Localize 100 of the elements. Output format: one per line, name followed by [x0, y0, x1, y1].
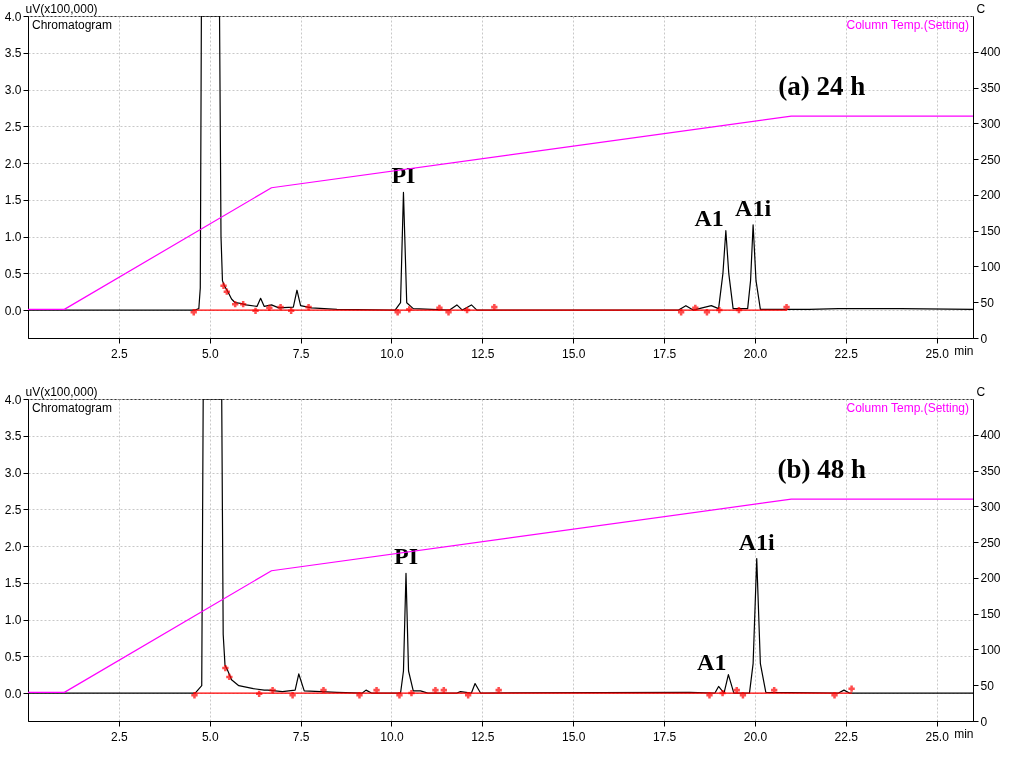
- y2-tick-label: 200: [980, 571, 1001, 586]
- y-tick-label: 0.5: [4, 649, 22, 664]
- y-tick-label: 2.5: [4, 502, 22, 517]
- y2-tick-label: 350: [980, 464, 1001, 479]
- y-tick-label: 4.0: [4, 9, 22, 24]
- point: [190, 309, 197, 316]
- y-axis-title: uV(x100,000): [25, 1, 98, 16]
- point: [703, 309, 711, 316]
- point: [269, 686, 276, 694]
- y2-axis-title: C: [976, 384, 986, 399]
- annotation: A1: [697, 648, 727, 675]
- x-tick-label: 12.5: [471, 346, 495, 361]
- x-tick-label: 5.0: [201, 346, 219, 361]
- point: [222, 664, 229, 672]
- y2-tick-label: 100: [980, 259, 1001, 274]
- point: [396, 692, 403, 699]
- point: [226, 673, 233, 681]
- x-axis-title: min: [954, 726, 974, 741]
- point: [191, 692, 198, 699]
- y-tick-label: 3.0: [4, 83, 22, 98]
- x-tick-label: 2.5: [111, 346, 129, 361]
- x-tick-label: 22.5: [834, 729, 859, 744]
- x-tick-label: 15.0: [562, 729, 586, 744]
- x-tick-label: 25.0: [925, 346, 950, 361]
- x-tick-label: 12.5: [471, 729, 495, 744]
- x-tick-label: 17.5: [652, 346, 677, 361]
- point: [783, 303, 790, 311]
- point: [436, 304, 443, 312]
- annotation: A1: [694, 204, 724, 231]
- point: [356, 692, 363, 699]
- y2-tick-label: 350: [980, 81, 1001, 96]
- y-tick-label: 1.5: [4, 576, 22, 591]
- point: [831, 692, 838, 699]
- point: [277, 303, 284, 311]
- point: [373, 686, 380, 694]
- x-tick-label: 10.0: [380, 346, 404, 361]
- point: [848, 685, 855, 692]
- point: [289, 692, 296, 699]
- point: [706, 692, 713, 699]
- annotation: PI: [391, 162, 416, 189]
- y-tick-label: 3.5: [4, 429, 22, 444]
- y-tick-label: 0.5: [4, 266, 22, 281]
- y2-tick-label: 100: [980, 642, 1001, 657]
- y-tick-label: 2.0: [4, 156, 22, 171]
- legend-label: Chromatogram: [32, 18, 113, 32]
- point: [223, 288, 230, 295]
- y-tick-label: 3.5: [4, 46, 22, 61]
- y2-tick-label: 400: [980, 45, 1001, 60]
- y-tick-label: 0.0: [4, 686, 22, 701]
- y2-tick-label: 300: [980, 499, 1001, 514]
- y-axis-title: uV(x100,000): [25, 384, 98, 399]
- legend-label: Chromatogram: [32, 401, 113, 415]
- x-tick-label: 15.0: [562, 346, 586, 361]
- annotation: A1i: [735, 194, 772, 221]
- point: [394, 309, 401, 316]
- y-tick-label: 3.0: [4, 466, 22, 481]
- point: [408, 689, 415, 697]
- point: [220, 282, 227, 289]
- y-tick-label: 2.0: [4, 539, 22, 554]
- x-tick-label: 7.5: [292, 729, 310, 744]
- y2-tick-label: 0: [980, 714, 988, 729]
- y-tick-label: 1.0: [4, 613, 22, 628]
- x-tick-label: 20.0: [743, 346, 768, 361]
- y-tick-label: 0.0: [4, 303, 22, 318]
- point: [406, 306, 413, 313]
- y-tick-label: 2.5: [4, 119, 22, 134]
- point: [495, 686, 502, 694]
- x-tick-label: 7.5: [292, 346, 310, 361]
- y2-tick-label: 150: [980, 224, 1001, 239]
- point: [252, 307, 259, 314]
- x-tick-label: 5.0: [201, 729, 219, 744]
- y2-tick-label: 50: [980, 295, 995, 310]
- y2-tick-label: 150: [980, 607, 1001, 622]
- y2-tick-label: 200: [980, 188, 1001, 203]
- point: [733, 686, 740, 694]
- x-tick-label: 22.5: [834, 346, 859, 361]
- point: [305, 303, 312, 311]
- x-tick-label: 2.5: [111, 729, 129, 744]
- point: [491, 303, 498, 311]
- x-tick-label: 20.0: [743, 729, 768, 744]
- x-tick-label: 10.0: [380, 729, 404, 744]
- point: [432, 686, 439, 694]
- y-tick-label: 1.5: [4, 193, 22, 208]
- point: [739, 692, 747, 699]
- point: [719, 689, 726, 697]
- x-axis-title: min: [954, 343, 974, 358]
- point: [320, 686, 327, 694]
- x-tick-label: 25.0: [925, 729, 950, 744]
- annotation: A1i: [738, 528, 776, 555]
- point: [445, 309, 452, 316]
- text: Column Temp.(Setting): [846, 18, 969, 32]
- y2-tick-label: 250: [980, 535, 1001, 550]
- text: Column Temp.(Setting): [846, 401, 969, 415]
- y2-tick-label: 300: [980, 116, 1001, 131]
- y2-tick-label: 250: [980, 152, 1001, 167]
- y2-tick-label: 0: [980, 331, 988, 346]
- annotation: (b) 48 h: [777, 453, 867, 484]
- y-tick-label: 4.0: [4, 392, 22, 407]
- point: [692, 304, 699, 312]
- point: [716, 306, 723, 314]
